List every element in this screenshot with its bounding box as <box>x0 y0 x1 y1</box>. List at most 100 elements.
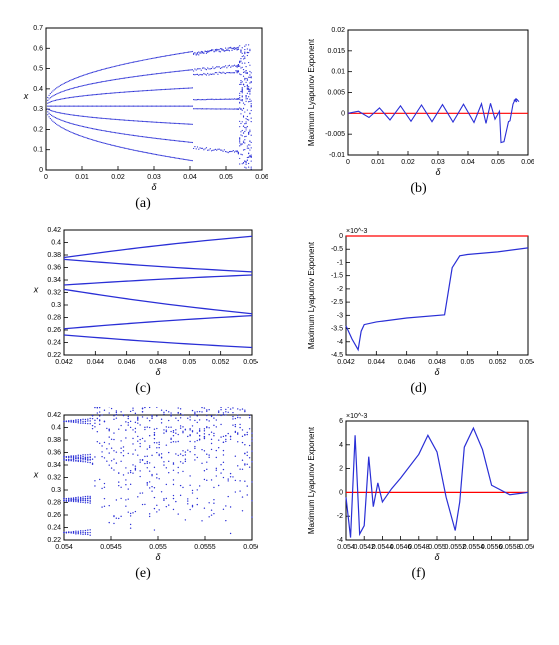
svg-text:0.3: 0.3 <box>51 302 61 309</box>
svg-text:0.01: 0.01 <box>75 174 89 181</box>
svg-text:0.3: 0.3 <box>33 106 43 113</box>
svg-text:-1: -1 <box>336 259 342 266</box>
chart-d: 0.0420.0440.0460.0480.050.0520.054-4.5-4… <box>304 222 534 377</box>
svg-text:-4.5: -4.5 <box>330 352 342 359</box>
svg-text:0.05: 0.05 <box>219 174 233 181</box>
svg-text:δ: δ <box>155 552 161 562</box>
svg-text:0.055: 0.055 <box>428 544 446 551</box>
svg-text:0.36: 0.36 <box>47 265 61 272</box>
svg-text:0.02: 0.02 <box>111 174 125 181</box>
svg-text:0.01: 0.01 <box>371 159 385 166</box>
svg-text:0.42: 0.42 <box>47 227 61 234</box>
svg-text:0.05: 0.05 <box>183 359 197 366</box>
svg-text:0.05: 0.05 <box>491 159 505 166</box>
svg-text:0.38: 0.38 <box>47 252 61 259</box>
svg-text:-0.5: -0.5 <box>330 246 342 253</box>
svg-text:0.4: 0.4 <box>51 425 61 432</box>
svg-text:0.02: 0.02 <box>401 159 415 166</box>
svg-text:0.0548: 0.0548 <box>408 544 430 551</box>
caption-c: (c) <box>18 381 268 397</box>
svg-text:0.22: 0.22 <box>47 352 61 359</box>
svg-text:0.0545: 0.0545 <box>100 544 122 551</box>
svg-text:0.046: 0.046 <box>397 359 415 366</box>
svg-text:0.054: 0.054 <box>55 544 73 551</box>
svg-text:0.054: 0.054 <box>243 359 258 366</box>
svg-text:Maximum Lyapunov Exponent: Maximum Lyapunov Exponent <box>307 38 316 146</box>
svg-text:0.044: 0.044 <box>87 359 105 366</box>
svg-text:Maximum Lyapunov Exponent: Maximum Lyapunov Exponent <box>307 241 316 349</box>
svg-text:0: 0 <box>341 110 345 117</box>
svg-text:0: 0 <box>339 233 343 240</box>
svg-text:0.042: 0.042 <box>337 359 355 366</box>
svg-text:0.26: 0.26 <box>47 512 61 519</box>
svg-text:0.3: 0.3 <box>51 487 61 494</box>
chart-b: 00.010.020.030.040.050.06-0.01-0.00500.0… <box>304 22 534 177</box>
svg-text:Maximum Lyapunov Exponent: Maximum Lyapunov Exponent <box>307 426 316 534</box>
svg-text:0.04: 0.04 <box>183 174 197 181</box>
caption-a: (a) <box>18 196 268 212</box>
svg-text:-0.01: -0.01 <box>329 152 345 159</box>
svg-text:0: 0 <box>44 174 48 181</box>
svg-text:0.1: 0.1 <box>33 147 43 154</box>
svg-text:δ: δ <box>151 182 157 192</box>
svg-text:0.056: 0.056 <box>243 544 258 551</box>
svg-text:0.22: 0.22 <box>47 537 61 544</box>
chart-f: 0.0540.05420.05440.05460.05480.0550.0552… <box>304 407 534 562</box>
svg-text:0: 0 <box>339 489 343 496</box>
svg-text:0.015: 0.015 <box>327 48 345 55</box>
svg-text:0.04: 0.04 <box>461 159 475 166</box>
svg-text:-4: -4 <box>336 537 342 544</box>
svg-text:δ: δ <box>155 367 161 377</box>
svg-text:6: 6 <box>339 418 343 425</box>
svg-text:0.01: 0.01 <box>331 69 345 76</box>
svg-text:0.046: 0.046 <box>118 359 136 366</box>
svg-text:2: 2 <box>339 466 343 473</box>
svg-text:0.6: 0.6 <box>33 45 43 52</box>
svg-text:0.056: 0.056 <box>519 544 534 551</box>
svg-text:-1.5: -1.5 <box>330 273 342 280</box>
svg-text:0.052: 0.052 <box>212 359 230 366</box>
svg-text:0.7: 0.7 <box>33 25 43 32</box>
svg-text:0.05: 0.05 <box>460 359 474 366</box>
svg-text:0.042: 0.042 <box>55 359 73 366</box>
svg-text:x: x <box>23 91 29 101</box>
svg-text:0.24: 0.24 <box>47 340 61 347</box>
panel-d: 0.0420.0440.0460.0480.050.0520.054-4.5-4… <box>296 222 541 397</box>
svg-text:0.32: 0.32 <box>47 475 61 482</box>
svg-text:0.06: 0.06 <box>255 174 268 181</box>
svg-text:0.054: 0.054 <box>519 359 534 366</box>
svg-text:0.03: 0.03 <box>147 174 161 181</box>
svg-text:0.32: 0.32 <box>47 290 61 297</box>
svg-text:0.34: 0.34 <box>47 462 61 469</box>
panel-c: 0.042 0.044 0.046 0.048 0.05 0.052 0.054 0.22 0.… <box>18 222 268 397</box>
caption-e: (e) <box>18 566 268 582</box>
svg-text:δ: δ <box>434 552 440 562</box>
svg-text:0.055: 0.055 <box>149 544 167 551</box>
svg-text:0.052: 0.052 <box>488 359 506 366</box>
svg-text:-2.5: -2.5 <box>330 299 342 306</box>
svg-text:0.4: 0.4 <box>33 86 43 93</box>
svg-text:0.26: 0.26 <box>47 327 61 334</box>
panel-b: 00.010.020.030.040.050.06-0.01-0.00500.0… <box>296 22 541 212</box>
svg-text:0.36: 0.36 <box>47 450 61 457</box>
svg-text:0: 0 <box>39 167 43 174</box>
svg-text:δ: δ <box>434 367 440 377</box>
svg-text:0.24: 0.24 <box>47 525 61 532</box>
svg-text:0.054: 0.054 <box>337 544 355 551</box>
svg-text:-0.005: -0.005 <box>325 131 345 138</box>
svg-text:x: x <box>33 285 39 295</box>
svg-text:0.5: 0.5 <box>33 66 43 73</box>
svg-text:-4: -4 <box>336 339 342 346</box>
chart-a: 0 0.01 0.02 0.03 0.04 0.05 0.06 0 0.1 0.2 0.3 0.4 0.… <box>18 22 268 192</box>
svg-text:0.28: 0.28 <box>47 315 61 322</box>
svg-text:0.044: 0.044 <box>367 359 385 366</box>
svg-text:δ: δ <box>435 167 441 177</box>
chart-e: 0.0540.05450.0550.05550.0560.220.240.260… <box>28 407 258 562</box>
svg-text:0.2: 0.2 <box>33 126 43 133</box>
svg-text:-2: -2 <box>336 286 342 293</box>
svg-text:0.048: 0.048 <box>149 359 167 366</box>
svg-text:4: 4 <box>339 442 343 449</box>
caption-f: (f) <box>296 566 541 582</box>
svg-text:0.06: 0.06 <box>521 159 534 166</box>
svg-text:-3: -3 <box>336 312 342 319</box>
